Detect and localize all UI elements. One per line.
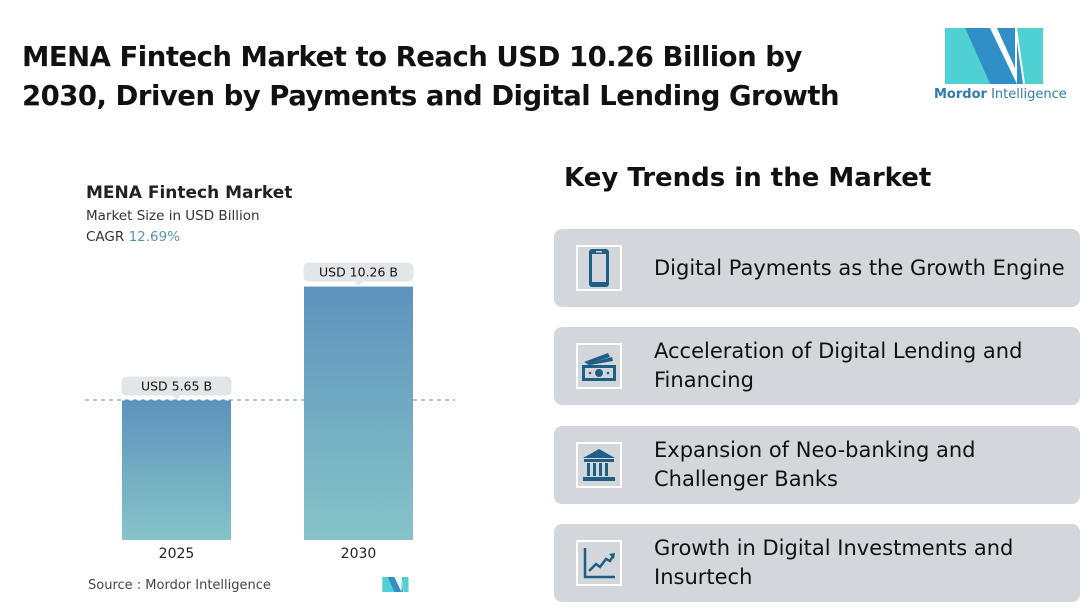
source-logo-icon xyxy=(382,577,409,592)
chart-title: MENA Fintech Market xyxy=(86,183,293,203)
cagr: CAGR 12.69% xyxy=(86,229,181,245)
data-label-bg xyxy=(121,376,232,396)
bar-2030 xyxy=(304,286,413,540)
x-tick-label: 2025 xyxy=(159,546,195,562)
bar-2025 xyxy=(122,400,231,540)
chart-subtitle: Market Size in USD Billion xyxy=(86,208,260,224)
data-label-pointer xyxy=(172,395,181,400)
trend-label: Expansion of Neo-banking and Challenger … xyxy=(654,438,976,491)
bank-icon xyxy=(576,442,622,488)
cagr-value: 12.69% xyxy=(128,229,181,245)
data-label-pointer xyxy=(354,281,363,286)
cash-icon xyxy=(576,343,622,389)
trends-title: Key Trends in the Market xyxy=(564,163,932,193)
page-title: MENA Fintech Market to Reach USD 10.26 B… xyxy=(22,41,840,112)
smartphone-icon xyxy=(576,245,622,291)
trend-label: Growth in Digital Investments and Insurt… xyxy=(654,536,1014,589)
trend-card: Acceleration of Digital Lending and Fina… xyxy=(554,327,1080,405)
data-label-bg xyxy=(303,262,414,282)
bar-chart: USD 5.65 B 2025 USD 10.26 B 2030 xyxy=(85,262,455,562)
trend-card: Digital Payments as the Growth Engine xyxy=(554,229,1080,307)
growth-chart-icon xyxy=(576,540,622,586)
data-label: USD 10.26 B xyxy=(319,265,398,280)
trend-label: Acceleration of Digital Lending and Fina… xyxy=(654,339,1023,392)
logo-text: Mordor Intelligence xyxy=(934,87,1067,102)
trend-label: Digital Payments as the Growth Engine xyxy=(654,255,1065,280)
mordor-logo xyxy=(945,28,1043,84)
source: Source : Mordor Intelligence xyxy=(88,578,271,593)
trend-card: Expansion of Neo-banking and Challenger … xyxy=(554,426,1080,504)
trend-card: Growth in Digital Investments and Insurt… xyxy=(554,524,1080,602)
x-tick-label: 2030 xyxy=(341,546,377,562)
data-label: USD 5.65 B xyxy=(141,378,212,393)
